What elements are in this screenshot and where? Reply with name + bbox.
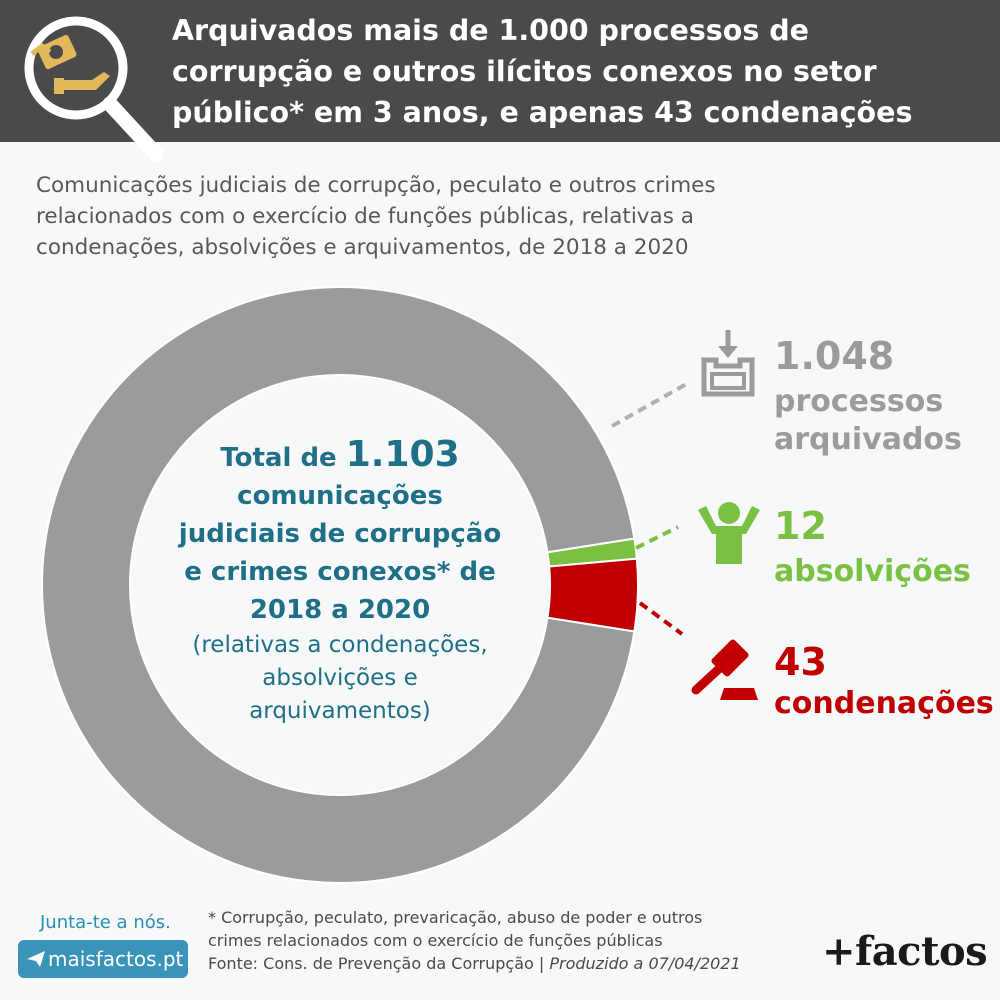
donut-chart: [41, 286, 639, 884]
archived-label-line1: processos: [774, 384, 944, 419]
center-total-line: Total de 1.103: [220, 434, 460, 475]
brand-logo: +factos: [822, 928, 988, 975]
total-value: 1.103: [345, 434, 460, 475]
acquitted-label: absolvições: [774, 554, 971, 589]
page-title: Arquivados mais de 1.000 processos de co…: [172, 14, 913, 129]
person-arms-up-icon: [698, 502, 760, 564]
footnote: * Corrupção, peculato, prevaricação, abu…: [208, 906, 808, 975]
leader-line-acquitted: [635, 525, 679, 550]
cta-text: Junta-te a nós.: [40, 912, 171, 933]
archived-value: 1.048: [774, 334, 895, 378]
maisfactos-link-button[interactable]: maisfactos.pt: [18, 940, 188, 978]
convicted-value: 43: [774, 640, 827, 684]
source-line: Fonte: Cons. de Prevenção da Corrupção |…: [208, 954, 741, 973]
paper-plane-icon: [27, 951, 45, 967]
magnifier-hand-money-icon: [24, 16, 164, 162]
header-banner: Arquivados mais de 1.000 processos de co…: [0, 0, 1000, 142]
acquitted-value: 12: [774, 504, 827, 548]
archived-label-line2: arquivados: [774, 422, 962, 457]
leader-line-convicted: [638, 601, 684, 636]
subtitle: Comunicações judiciais de corrupção, pec…: [36, 173, 716, 260]
convicted-label: condenações: [774, 686, 994, 721]
cta-button-label: maisfactos.pt: [48, 947, 184, 971]
gavel-icon: [691, 639, 758, 700]
archive-box-icon: [701, 330, 755, 397]
slice-archived: [41, 286, 636, 884]
donut-center-text: Total de 1.103 comunicações judiciais de…: [150, 436, 530, 728]
